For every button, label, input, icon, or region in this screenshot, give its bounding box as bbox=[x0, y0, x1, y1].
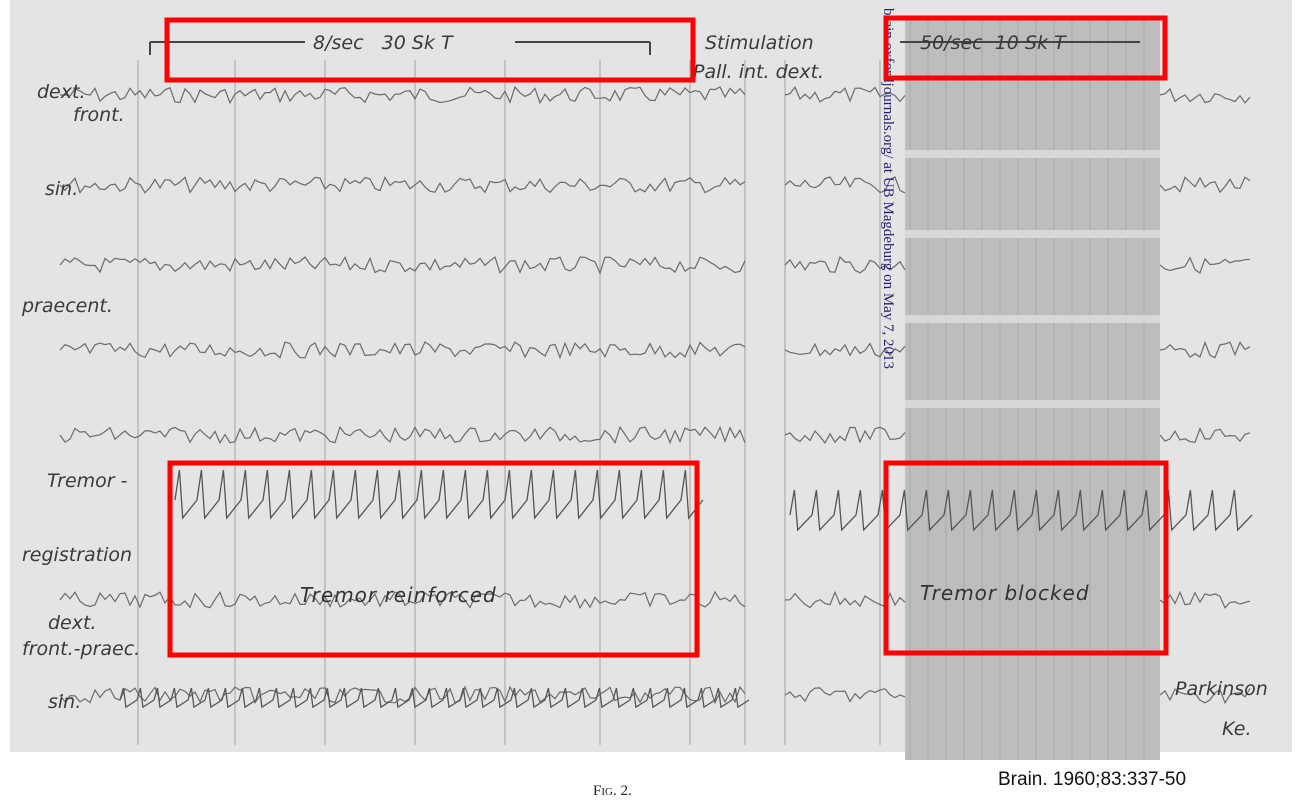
channel-label: front.-praec. bbox=[22, 638, 140, 660]
channel-label: registration bbox=[22, 544, 132, 566]
eeg-trace bbox=[1159, 256, 1251, 274]
citation: Brain. 1960;83:337-50 bbox=[998, 769, 1186, 790]
eeg-trace bbox=[1159, 426, 1251, 443]
stim-marker: 8/sec 30 Sk T bbox=[313, 32, 454, 54]
highlight-box bbox=[883, 460, 1169, 656]
highlight-box bbox=[164, 17, 696, 83]
highlight-box bbox=[883, 15, 1168, 81]
channel-label: dext. bbox=[37, 81, 85, 103]
site-label: Pall. int. dext. bbox=[693, 61, 824, 83]
stimulation-block bbox=[905, 20, 1160, 760]
eeg-trace bbox=[784, 85, 906, 103]
channel-label: front. bbox=[73, 104, 125, 126]
eeg-trace bbox=[59, 425, 746, 445]
eeg-trace bbox=[1159, 87, 1251, 104]
annotation: Tremor blocked bbox=[920, 581, 1090, 605]
eeg-trace bbox=[1159, 688, 1251, 705]
eeg-trace bbox=[784, 175, 906, 194]
tremor-trace bbox=[174, 469, 704, 520]
stim-gap bbox=[905, 400, 1160, 408]
eeg-trace bbox=[59, 341, 746, 360]
annotation: Tremor reinforced bbox=[300, 583, 497, 607]
tremor-trace bbox=[789, 489, 1253, 532]
eeg-trace bbox=[784, 426, 906, 444]
channel-label: sin. bbox=[45, 178, 78, 200]
eeg-trace bbox=[1159, 340, 1251, 359]
patient-label: Parkinson bbox=[1175, 678, 1268, 700]
eeg-trace bbox=[59, 85, 746, 105]
traces bbox=[59, 85, 1253, 709]
eeg-trace bbox=[784, 342, 906, 358]
tremor-trace bbox=[119, 687, 750, 709]
channel-label: sin. bbox=[48, 691, 81, 713]
recording-grid bbox=[137, 20, 1160, 760]
eeg-trace bbox=[59, 255, 746, 275]
eeg-trace bbox=[1159, 590, 1251, 609]
eeg-trace bbox=[784, 255, 906, 274]
highlight-box bbox=[167, 460, 700, 658]
patient-label: Ke. bbox=[1222, 718, 1252, 740]
channel-label: Tremor - bbox=[47, 470, 128, 492]
stim-gap bbox=[905, 315, 1160, 323]
label-backdrop bbox=[305, 30, 515, 54]
stim-marker: 50/sec 10 Sk T bbox=[920, 32, 1067, 54]
eeg-trace bbox=[784, 687, 906, 703]
stim-gap bbox=[905, 150, 1160, 158]
eeg-trace bbox=[59, 176, 746, 194]
stim-gap bbox=[905, 230, 1160, 238]
eeg-trace bbox=[1159, 176, 1251, 194]
channel-label: dext. bbox=[48, 612, 96, 634]
caption: Fig. 2. bbox=[593, 783, 632, 799]
eeg-trace bbox=[59, 590, 746, 610]
watermark: brain.oxfordjournals.org/ at UB Magdebur… bbox=[880, 8, 896, 369]
stimulation-label: Stimulation bbox=[705, 32, 814, 54]
channel-label: praecent. bbox=[21, 295, 113, 317]
